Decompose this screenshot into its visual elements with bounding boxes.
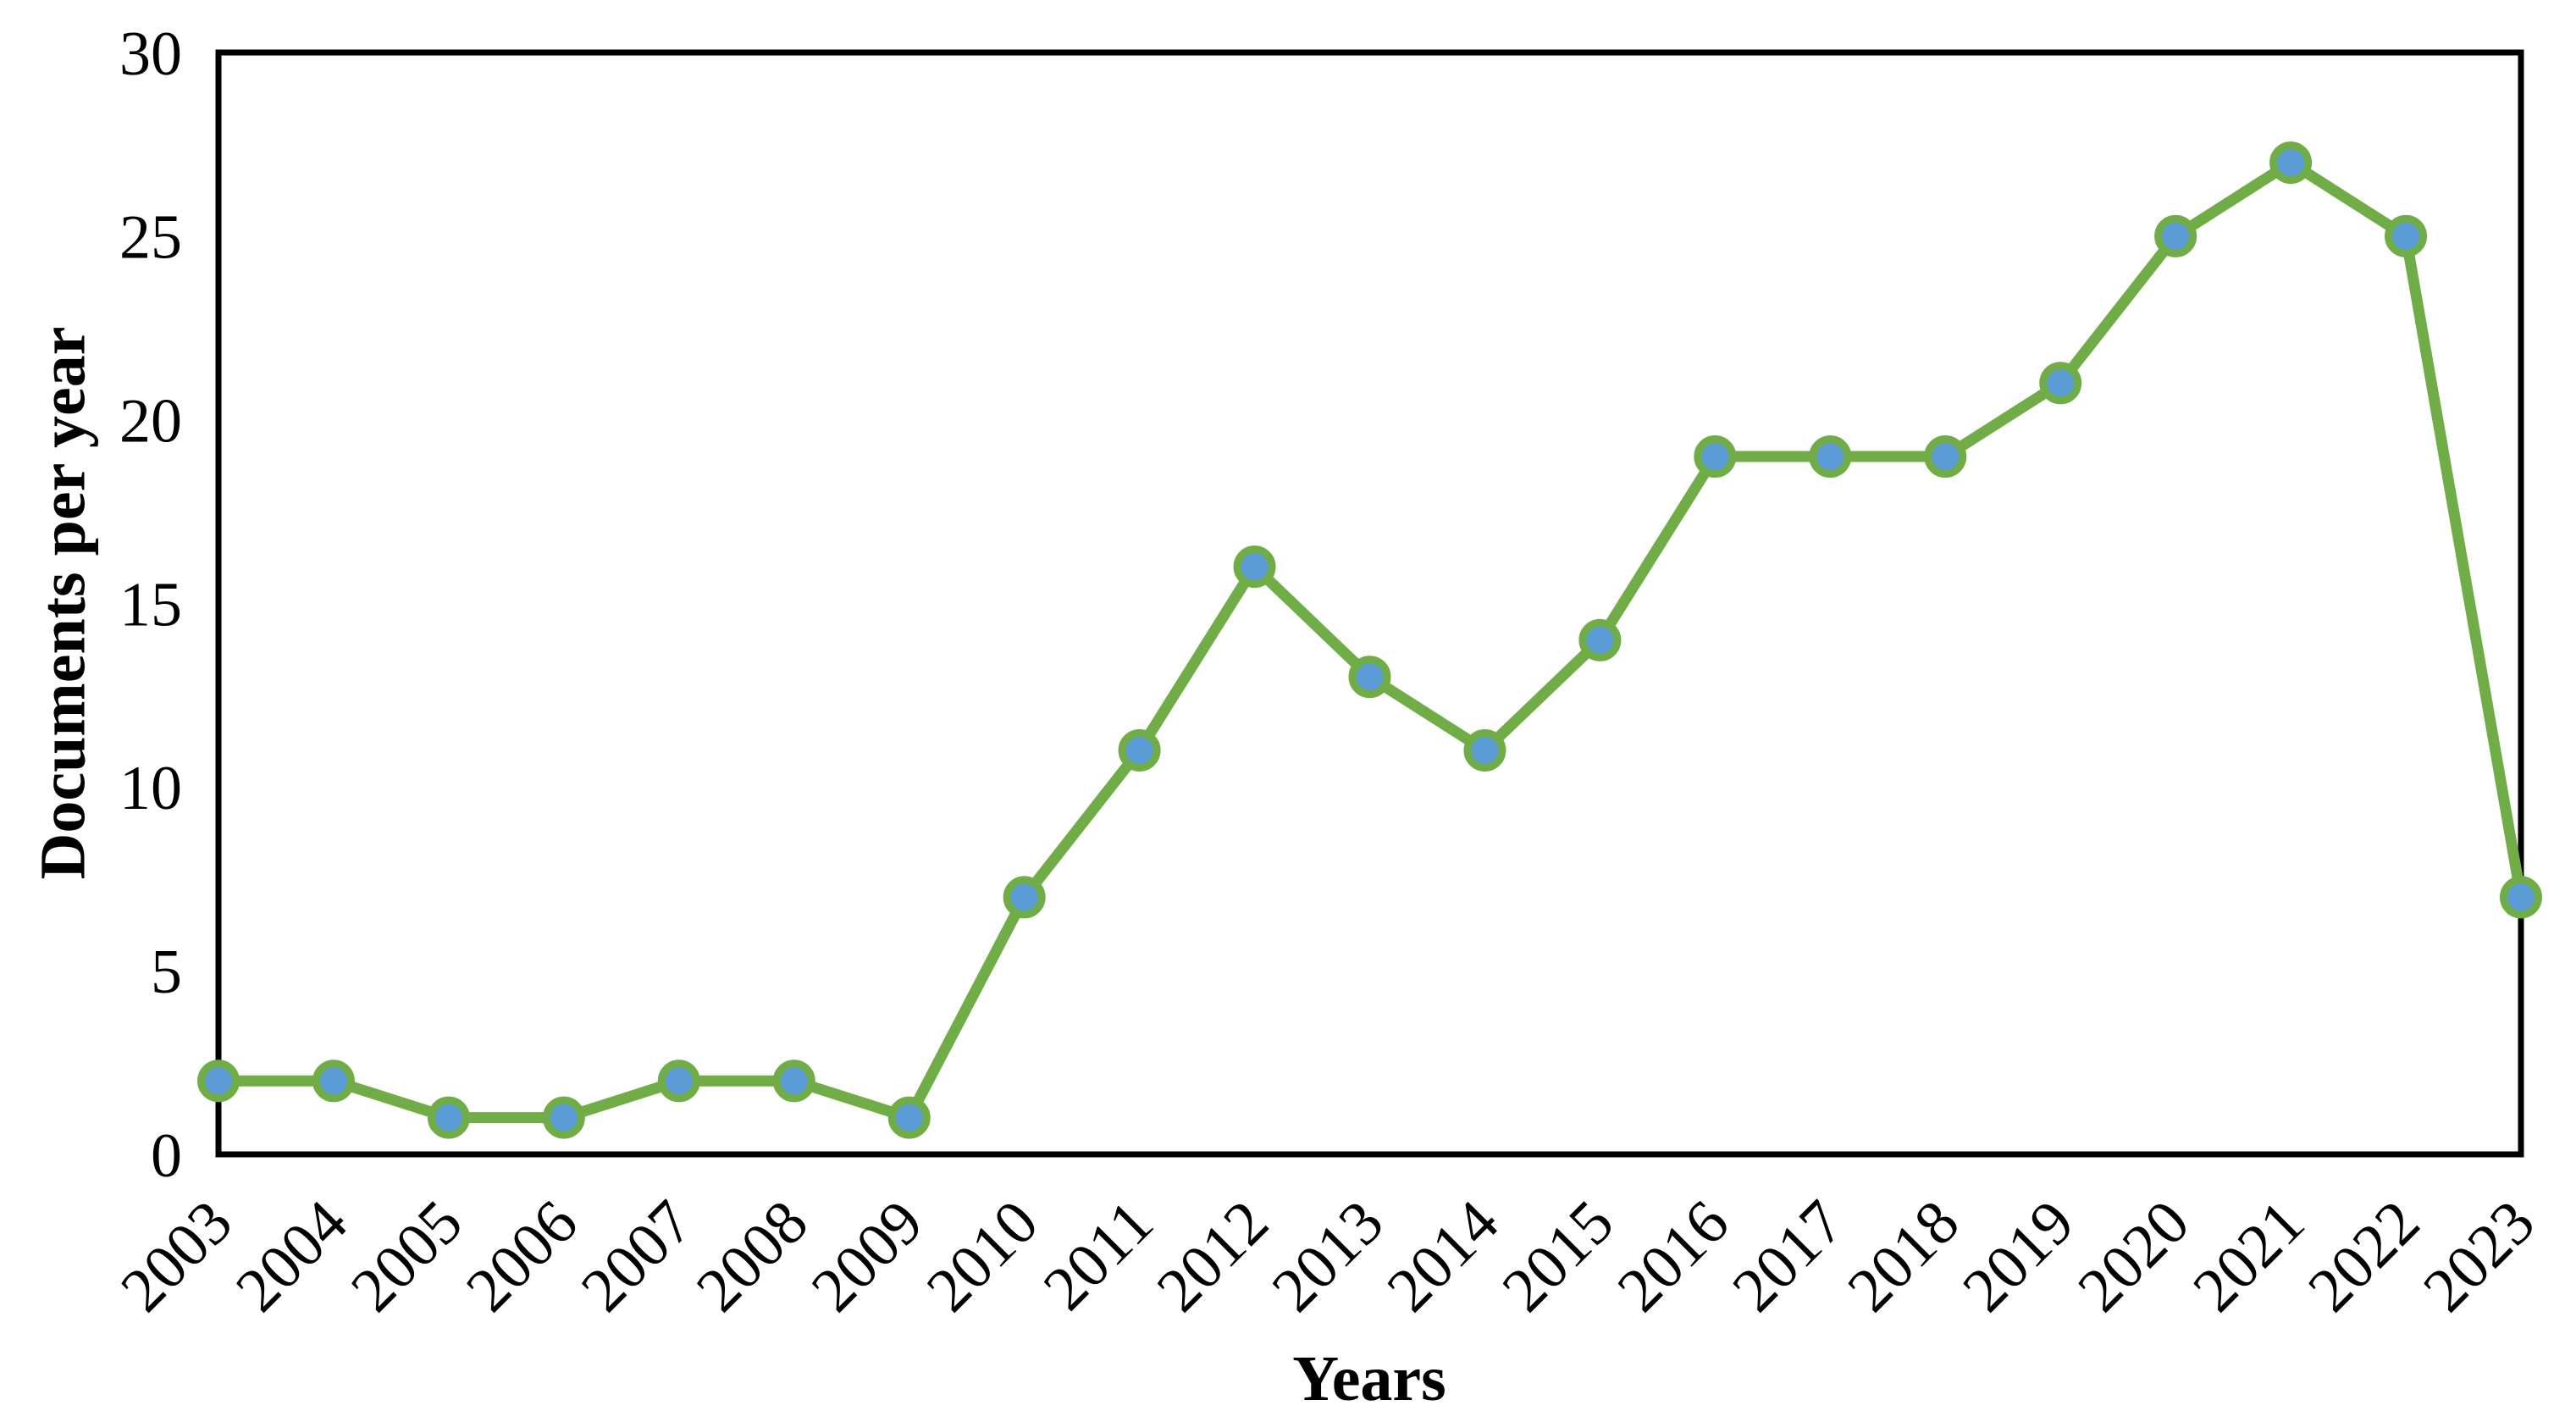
data-point-2017 — [1809, 435, 1852, 479]
data-point-2012 — [1233, 545, 1276, 589]
x-tick-label-2009: 2009 — [799, 1187, 937, 1325]
data-point-2014 — [1463, 728, 1506, 772]
x-tick-label-2011: 2011 — [1031, 1187, 1167, 1324]
data-point-2009 — [887, 1096, 931, 1139]
x-tick-label-2020: 2020 — [2065, 1187, 2203, 1325]
x-tick-label-2013: 2013 — [1259, 1187, 1397, 1325]
x-tick-label-2015: 2015 — [1490, 1187, 1628, 1325]
x-tick-label-2018: 2018 — [1835, 1187, 1973, 1325]
series-marker-group — [197, 141, 2542, 1139]
data-point-2007 — [657, 1060, 700, 1103]
data-point-2022 — [2385, 214, 2428, 257]
y-tick-label-5: 5 — [151, 938, 182, 1007]
data-point-2003 — [197, 1060, 240, 1103]
data-point-2021 — [2269, 141, 2313, 185]
x-tick-label-2022: 2022 — [2295, 1187, 2433, 1325]
x-tick-label-2003: 2003 — [108, 1187, 246, 1325]
data-point-2005 — [427, 1096, 470, 1139]
x-tick-label-2008: 2008 — [683, 1187, 821, 1325]
y-tick-label-10: 10 — [119, 754, 182, 823]
data-point-2018 — [1924, 435, 1967, 479]
x-tick-label-2005: 2005 — [338, 1187, 476, 1325]
x-tick-label-2012: 2012 — [1144, 1187, 1282, 1325]
x-axis-tick-labels: 2003200420052006200720082009201020112012… — [108, 1187, 2548, 1325]
x-tick-label-2017: 2017 — [1720, 1187, 1858, 1325]
y-tick-label-15: 15 — [119, 570, 182, 639]
series-line-group — [213, 157, 2527, 1124]
x-tick-label-2004: 2004 — [223, 1187, 361, 1325]
x-tick-label-2023: 2023 — [2410, 1187, 2548, 1325]
y-tick-label-0: 0 — [151, 1121, 182, 1191]
y-axis-tick-labels: 0 5 10 15 20 25 30 — [119, 19, 182, 1191]
data-point-2011 — [1118, 728, 1161, 772]
x-tick-label-2007: 2007 — [568, 1187, 706, 1325]
data-point-2006 — [542, 1096, 585, 1139]
y-axis-title: Documents per year — [28, 327, 99, 880]
y-tick-label-20: 20 — [119, 387, 182, 456]
x-axis-title: Years — [1292, 1343, 1446, 1414]
x-tick-label-2021: 2021 — [2180, 1187, 2318, 1325]
data-point-2019 — [2039, 362, 2082, 405]
x-tick-label-2014: 2014 — [1374, 1187, 1512, 1325]
data-point-2010 — [1003, 876, 1046, 919]
x-tick-label-2019: 2019 — [1950, 1187, 2088, 1325]
y-tick-label-25: 25 — [119, 203, 182, 273]
data-point-2015 — [1578, 618, 1622, 661]
data-point-2013 — [1348, 656, 1391, 699]
data-point-2016 — [1694, 435, 1737, 479]
x-tick-label-2010: 2010 — [914, 1187, 1052, 1325]
data-point-2004 — [312, 1060, 355, 1103]
plot-border — [215, 49, 2524, 1158]
data-point-2008 — [772, 1060, 815, 1103]
y-tick-label-30: 30 — [119, 19, 182, 89]
x-tick-label-2006: 2006 — [453, 1187, 591, 1325]
series-line-documents-per-year — [213, 157, 2527, 1124]
x-tick-label-2016: 2016 — [1605, 1187, 1743, 1325]
data-point-2020 — [2154, 214, 2197, 257]
data-point-2023 — [2500, 876, 2542, 919]
